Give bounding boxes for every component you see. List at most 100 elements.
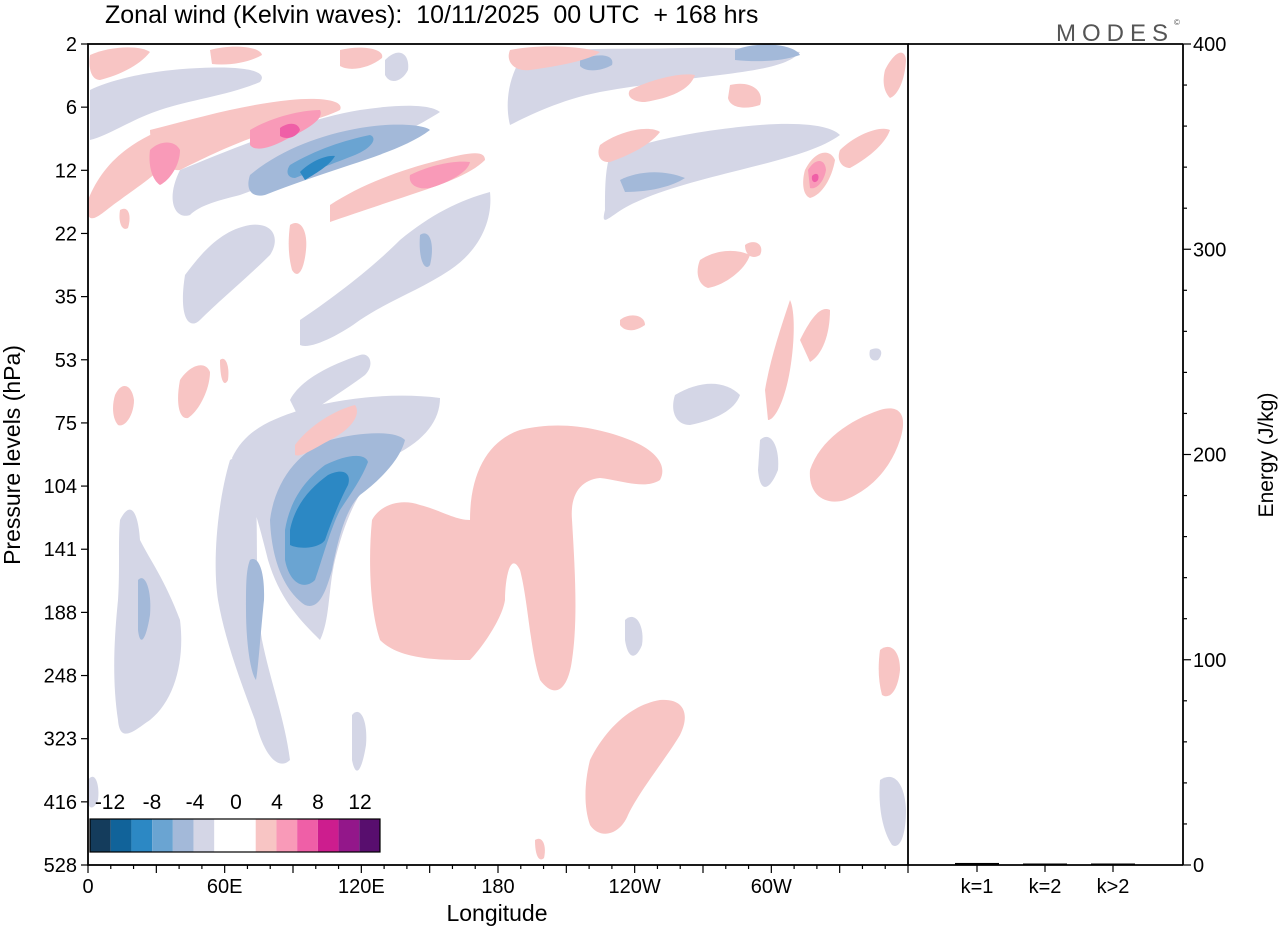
contour-region	[628, 74, 695, 102]
contour-region	[598, 128, 660, 163]
contour-region	[507, 47, 800, 125]
colorbar-frame	[89, 818, 381, 853]
energy-category-label: k=1	[961, 876, 994, 898]
contour-region	[300, 192, 491, 346]
contour-region	[280, 123, 300, 138]
contour-region	[620, 315, 645, 331]
contour-region	[728, 83, 761, 108]
contour-region	[809, 408, 904, 502]
contour-region	[352, 711, 367, 771]
colorbar-swatch	[317, 819, 339, 852]
contour-region	[811, 173, 819, 183]
energy-tick-label: 400	[1193, 34, 1226, 56]
y-tick-label: 22	[55, 223, 77, 245]
contour-region	[220, 358, 229, 384]
contour-region	[89, 47, 150, 80]
y-tick-label: 528	[44, 855, 77, 877]
contour-region	[419, 233, 432, 267]
contour-region	[585, 699, 685, 834]
energy-axis-label: Energy (J/kg)	[1255, 393, 1278, 518]
contour-region	[288, 222, 307, 274]
colorbar-label: -4	[186, 791, 205, 814]
contour-region	[295, 405, 358, 456]
contour-region	[340, 47, 383, 69]
energy-panel: 0 100 200 300 400 Energy (J/kg) k=1 k=2 k>2	[908, 34, 1278, 898]
contour-region	[878, 646, 900, 697]
y-tick-label: 188	[44, 602, 77, 624]
colorbar-label: 8	[312, 791, 324, 814]
axes: 0 60E 120E 180 120W 60W Longitude 2 6 12 22 35 53 75 1…	[0, 34, 909, 926]
energy-bar	[955, 862, 999, 865]
x-tick-label: 0	[82, 876, 93, 898]
contour-region	[758, 436, 779, 487]
colorbar-label: 0	[230, 791, 242, 814]
x-tick-label: 120E	[338, 876, 385, 898]
contour-region	[879, 776, 906, 846]
contour-region	[290, 471, 349, 548]
colorbar-label: 12	[348, 791, 371, 814]
energy-tick-label: 300	[1193, 239, 1226, 261]
energy-category-label: k>2	[1097, 876, 1130, 898]
y-axis-label: Pressure levels (hPa)	[0, 345, 25, 565]
contour-region	[838, 128, 890, 168]
contour-region	[535, 838, 545, 860]
contour-region	[90, 67, 262, 140]
contour-region	[508, 46, 600, 71]
colorbar-swatch	[255, 819, 277, 852]
contour-region	[88, 776, 99, 808]
colorbar-label: 4	[271, 791, 283, 814]
contour-region	[869, 348, 882, 361]
contour-region	[620, 172, 685, 192]
contour-region	[800, 309, 830, 362]
y-tick-label: 2	[66, 34, 77, 56]
contour-region	[210, 46, 262, 65]
contour-region	[149, 142, 180, 185]
energy-tick-label: 0	[1193, 855, 1204, 877]
y-tick-label: 75	[55, 413, 77, 435]
brand-name: MODES	[1056, 20, 1175, 47]
contour-region	[673, 383, 740, 425]
x-tick-label: 120W	[609, 876, 661, 898]
energy-category-label: k=2	[1029, 876, 1062, 898]
energy-tick-label: 100	[1193, 650, 1226, 672]
y-tick-label: 416	[44, 792, 77, 814]
colorbar-swatch	[235, 819, 256, 852]
colorbar-label: -12	[95, 791, 125, 814]
contour-region	[300, 155, 335, 180]
y-tick-label: 104	[44, 476, 77, 498]
colorbar-swatch	[90, 819, 111, 852]
colorbar-swatch	[193, 819, 215, 852]
colorbar-label: -8	[143, 791, 162, 814]
x-tick-label: 180	[481, 876, 514, 898]
y-tick-label: 323	[44, 729, 77, 751]
y-tick-label: 35	[55, 287, 77, 309]
colorbar-swatch	[338, 819, 360, 852]
contour-region	[370, 425, 663, 691]
x-axis-label: Longitude	[446, 900, 547, 926]
contour-region	[113, 385, 134, 426]
contour-region	[385, 52, 409, 82]
contour-region	[625, 616, 643, 656]
contour-region	[246, 559, 265, 680]
contour-region	[697, 250, 750, 288]
colorbar-swatch	[152, 819, 173, 852]
y-tick-label: 53	[55, 350, 77, 372]
energy-bar	[1091, 863, 1135, 865]
y-tick-label: 12	[55, 160, 77, 182]
energy-tick-label: 200	[1193, 445, 1226, 467]
chart-title: Zonal wind (Kelvin waves): 10/11/2025 00…	[105, 1, 759, 29]
colorbar-swatch	[359, 819, 380, 852]
y-tick-label: 6	[66, 97, 77, 119]
colorbar-swatch	[214, 819, 235, 852]
contour-region	[603, 123, 840, 220]
brand-logo: MODES©	[1056, 8, 1180, 49]
y-tick-label: 141	[44, 539, 77, 561]
contour-region	[409, 161, 470, 189]
y-tick-label: 248	[44, 666, 77, 688]
contour-region	[119, 208, 130, 229]
x-tick-label: 60E	[207, 876, 243, 898]
hovmoller-plot	[88, 44, 906, 860]
colorbar-swatch	[131, 819, 153, 852]
colorbar-swatch	[110, 819, 132, 852]
